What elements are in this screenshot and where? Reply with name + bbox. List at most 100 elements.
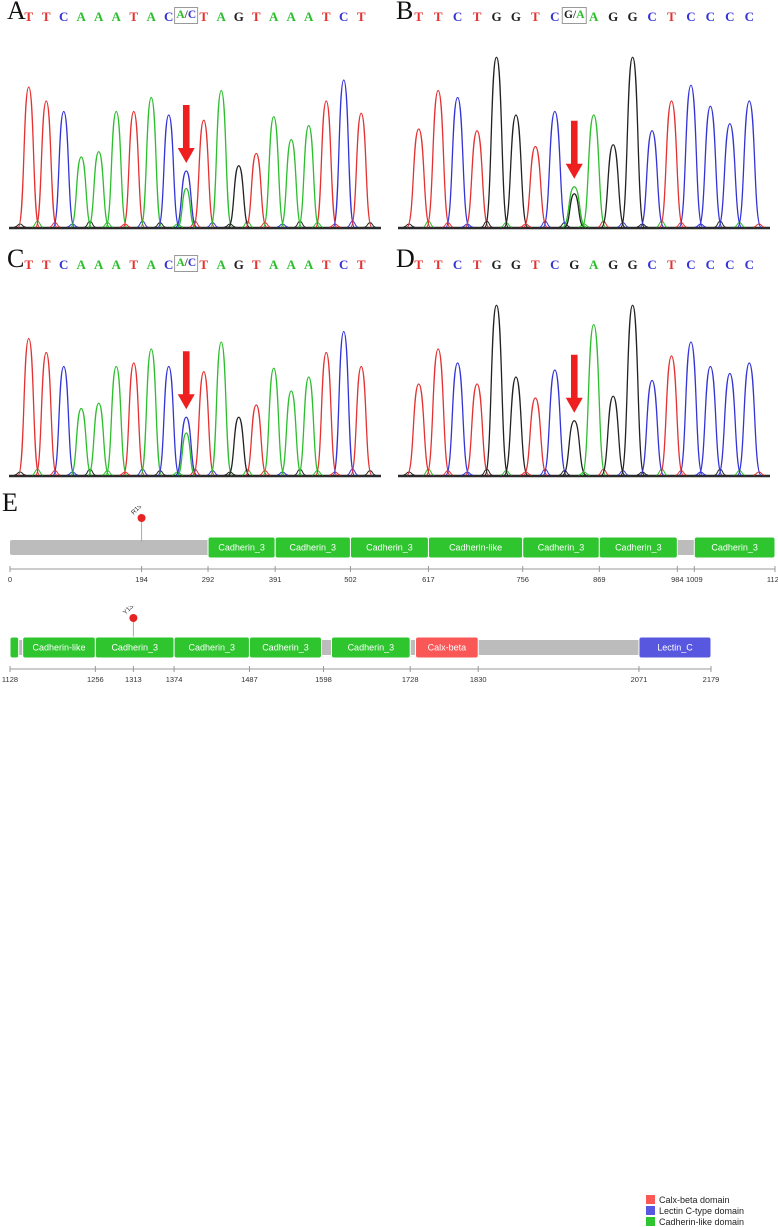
sequence-row-b: T T C T G G T C G/A A G G C T C C C C <box>389 7 778 33</box>
noise-blip <box>84 468 96 476</box>
chromatogram-d <box>398 304 770 478</box>
axis-tick-label: 1128 <box>767 575 778 584</box>
trace-peak-t <box>192 371 215 476</box>
axis-tick-label: 1598 <box>315 675 332 684</box>
axis-tick-label: 1487 <box>241 675 258 684</box>
domain-label: Cadherin_3 <box>188 643 235 653</box>
domain-block <box>248 636 322 659</box>
trace-peak-a <box>210 341 233 476</box>
trace-peak-a <box>280 138 303 228</box>
base-letter: T <box>667 9 676 24</box>
trace-peak-c <box>52 365 75 476</box>
axis-tick-label: 756 <box>516 575 529 584</box>
domain-block <box>9 636 20 659</box>
domain-label: Cadherin_3 <box>366 543 413 553</box>
trace-peak-c <box>175 416 198 476</box>
trace-peak-c <box>639 130 665 228</box>
trace-peak-t <box>464 130 490 228</box>
trace-peak-g <box>227 165 250 228</box>
domain-label: Cadherin_3 <box>262 643 309 653</box>
base-letter: C <box>452 257 463 272</box>
trace-peak-a <box>262 367 285 476</box>
trace-peak-t <box>17 337 40 476</box>
base-letter: C <box>59 257 69 272</box>
trace-peak-a <box>176 187 196 228</box>
domain-legend: Calx-beta domain Lectin C-type domain Cadh… <box>646 1194 744 1227</box>
base-letter: T <box>472 9 482 24</box>
legend-swatch-icon <box>646 1217 655 1226</box>
legend-swatch-icon <box>646 1195 655 1204</box>
trace-peak-a <box>581 323 607 476</box>
mutation-arrow-icon <box>177 351 195 410</box>
base-letter: G <box>569 257 580 272</box>
base-letter: T <box>356 257 366 272</box>
trace-peak-a <box>105 110 128 228</box>
base-letter: T <box>531 257 540 272</box>
protein-row-2: Y1313XCadherin-likeCadherin_3Cadherin_3C… <box>2 606 720 684</box>
domain-label: Cadherin_3 <box>615 543 662 553</box>
base-letter: A <box>589 9 599 24</box>
trace-peak-g <box>484 56 509 228</box>
het-call-box: A/C <box>174 7 199 24</box>
base-letter: C <box>187 257 197 269</box>
base-letter: T <box>251 9 261 24</box>
domain-label: Cadherin-like <box>449 543 502 553</box>
trace-peak-t <box>192 119 215 228</box>
base-letter: T <box>321 257 331 272</box>
base-letter: T <box>24 9 34 24</box>
axis-tick-label: 1374 <box>166 675 183 684</box>
axis-tick-label: 869 <box>593 575 606 584</box>
trace-peak-g <box>600 395 626 476</box>
trace-peak-g <box>484 304 509 476</box>
base-letter: A <box>576 9 585 21</box>
trace-peak-c <box>698 105 723 228</box>
base-letter: C <box>164 257 174 272</box>
noise-blip <box>84 220 96 228</box>
base-letter: T <box>356 9 366 24</box>
axis-tick-label: 1830 <box>470 675 487 684</box>
trace-peak-t <box>245 152 268 228</box>
trace-peak-c <box>736 362 762 476</box>
base-letter: T <box>41 257 51 272</box>
base-letter: C <box>550 257 560 272</box>
axis-tick-label: 1313 <box>125 675 142 684</box>
axis-tick-label: 391 <box>269 575 282 584</box>
base-letter: C <box>725 257 735 272</box>
base-letter: T <box>321 9 331 24</box>
trace-peak-c <box>542 369 568 476</box>
trace-peak-t <box>350 112 373 228</box>
base-letter: T <box>433 257 443 272</box>
base-letter: A <box>76 9 86 24</box>
base-letter: G <box>510 257 521 272</box>
base-letter: T <box>251 257 261 272</box>
base-letter: C <box>705 257 716 272</box>
base-letter: / <box>184 257 188 269</box>
trace-peak-a <box>140 348 163 476</box>
het-call-box: G/A <box>562 7 587 24</box>
domain-block <box>693 536 776 559</box>
trace-peak-c <box>445 96 470 228</box>
base-letter: G <box>491 257 502 272</box>
domain-label: Lectin_C <box>657 643 693 653</box>
domain-block <box>415 636 479 659</box>
trace-peak-t <box>425 348 451 476</box>
base-letter: C <box>686 9 696 24</box>
trace-peak-a <box>105 365 128 476</box>
trace-peak-g <box>620 56 645 228</box>
trace-peak-c <box>542 110 568 228</box>
base-letter: C <box>187 9 197 21</box>
trace-peak-c <box>157 114 180 228</box>
base-letter: / <box>572 9 577 21</box>
trace-peak-t <box>315 351 338 476</box>
trace-peak-c <box>678 84 704 228</box>
trace-peak-g <box>600 144 626 228</box>
trace-peak-a <box>87 402 110 476</box>
base-letter: A <box>589 257 599 272</box>
axis-tick-label: 2179 <box>703 675 720 684</box>
base-letter: C <box>647 257 657 272</box>
base-letter: C <box>686 257 696 272</box>
axis-tick-label: 1128 <box>2 675 18 684</box>
base-letter: T <box>199 257 209 272</box>
panel-a: A T T C A A A T A C A/C T A G T A A A T C T <box>0 0 389 248</box>
